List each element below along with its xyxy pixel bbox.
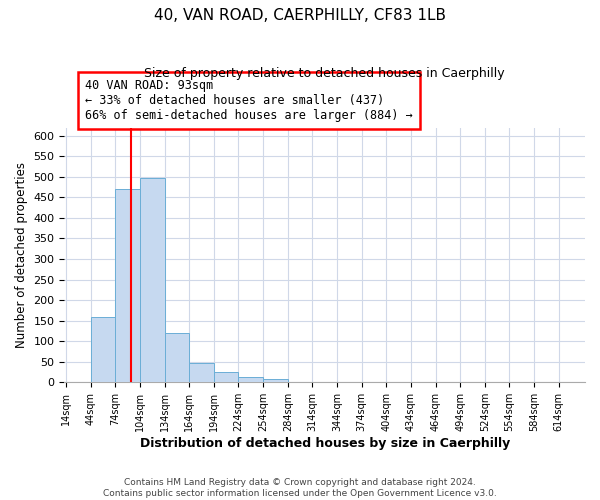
Text: 40, VAN ROAD, CAERPHILLY, CF83 1LB: 40, VAN ROAD, CAERPHILLY, CF83 1LB (154, 8, 446, 22)
Bar (263, 379, 288, 382)
Bar (115, 189, 140, 382)
Title: Size of property relative to detached houses in Caerphilly: Size of property relative to detached ho… (145, 68, 505, 80)
Text: Contains HM Land Registry data © Crown copyright and database right 2024.
Contai: Contains HM Land Registry data © Crown c… (103, 478, 497, 498)
Text: 40 VAN ROAD: 93sqm
← 33% of detached houses are smaller (437)
66% of semi-detach: 40 VAN ROAD: 93sqm ← 33% of detached hou… (85, 80, 413, 122)
Bar (214, 372, 238, 382)
X-axis label: Distribution of detached houses by size in Caerphilly: Distribution of detached houses by size … (140, 437, 510, 450)
Bar (164, 333, 189, 382)
Bar (189, 363, 214, 382)
Bar (91, 318, 115, 382)
Bar (238, 377, 263, 382)
Bar (140, 178, 164, 382)
Y-axis label: Number of detached properties: Number of detached properties (15, 162, 28, 348)
